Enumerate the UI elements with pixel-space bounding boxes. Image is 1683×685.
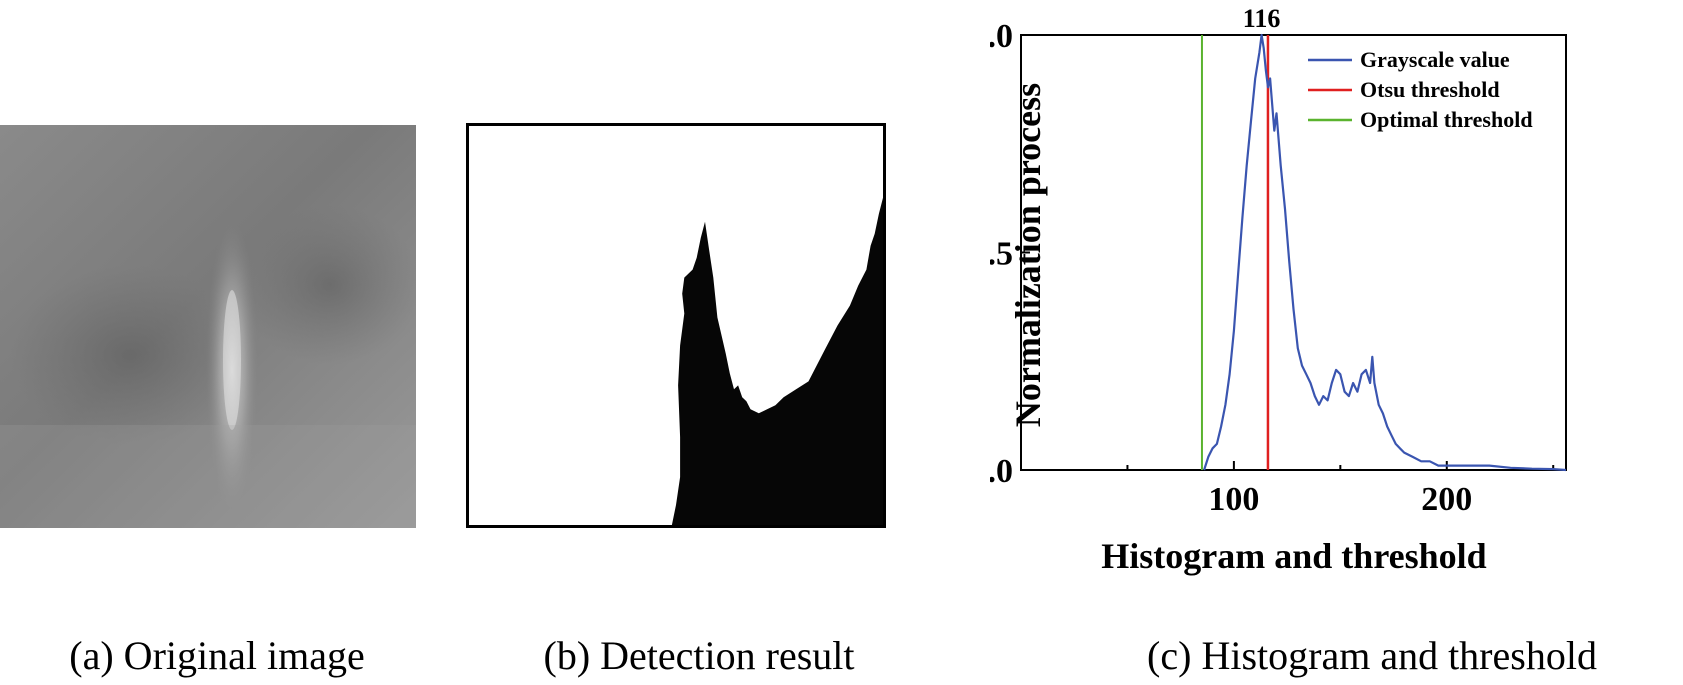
y-tick-label: 1.0 [990, 18, 1013, 55]
x-axis-label: Histogram and threshold [1101, 536, 1486, 576]
detection-result [466, 123, 886, 528]
y-axis-label: Normalization process [1008, 83, 1048, 427]
x-tick-label: 200 [1421, 481, 1472, 518]
legend-label: Grayscale value [1360, 47, 1510, 72]
caption-histogram: (c) Histogram and threshold [1147, 633, 1597, 678]
y-tick-label: 0.0 [990, 453, 1013, 490]
legend-label: Otsu threshold [1360, 77, 1500, 102]
legend-label: Optimal threshold [1360, 107, 1533, 132]
original-image [0, 125, 420, 528]
detected-region [671, 197, 883, 526]
original-image-canvas [0, 125, 420, 528]
caption-detection-result: (b) Detection result [543, 633, 855, 678]
detection-result-canvas [466, 123, 886, 528]
peak-label: 116 [1243, 4, 1281, 33]
caption-original-image: (a) Original image [69, 633, 365, 678]
grayscale-histogram-line [1203, 33, 1567, 472]
x-tick-label: 100 [1208, 481, 1259, 518]
